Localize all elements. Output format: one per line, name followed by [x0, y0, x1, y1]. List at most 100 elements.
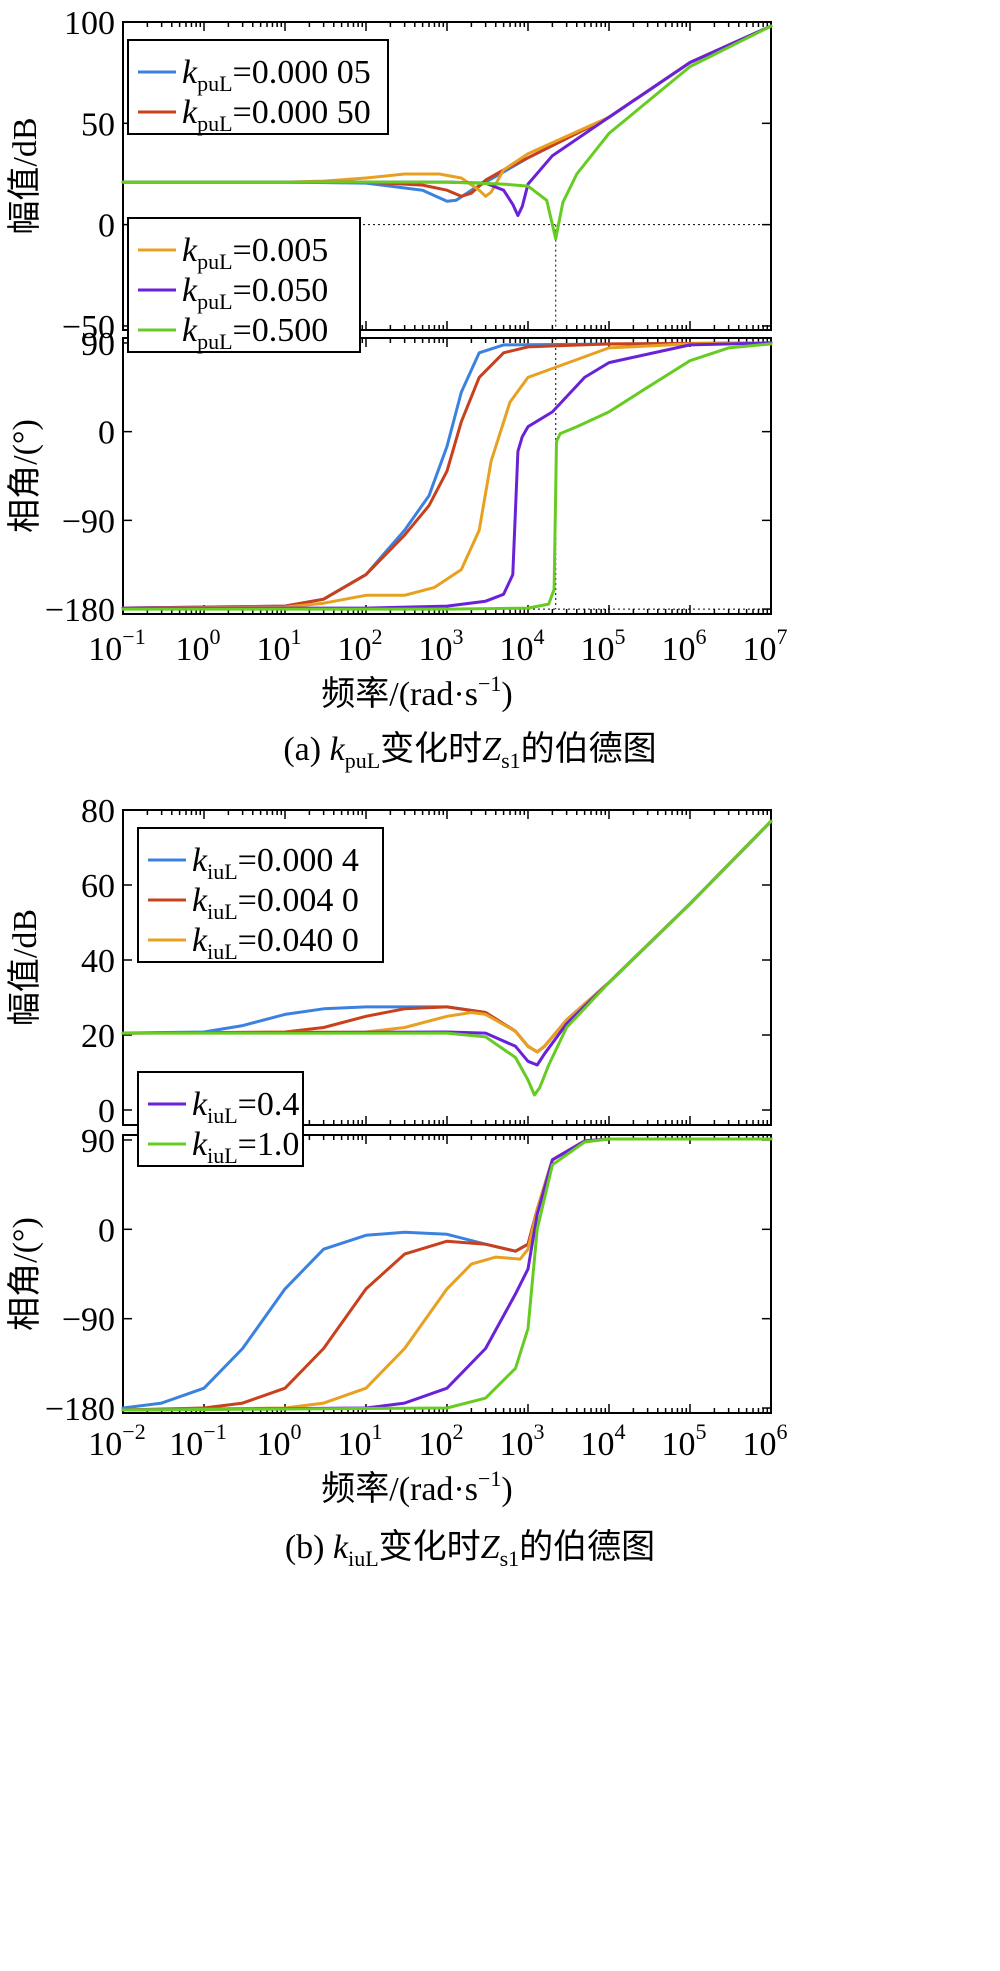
panel-caption: (a) kpuL变化时Zs1的伯德图: [283, 730, 656, 773]
legend-value: =0.005: [233, 232, 329, 269]
y-tick-label: 0: [98, 1093, 115, 1130]
legend-label: kpuL=0.050: [182, 272, 328, 314]
caption-z: Z: [482, 731, 502, 768]
legend-label: kpuL=0.500: [182, 312, 328, 354]
legend-k-sub: iuL: [207, 859, 238, 884]
legend-k-sub: iuL: [207, 939, 238, 964]
legend-k: k: [192, 882, 208, 919]
phase-curve-series-1: [121, 341, 773, 610]
y-tick-label: 0: [98, 415, 115, 452]
phase-axes-a: 90 0 −90 −180 相角/(°): [6, 326, 772, 629]
legend-value: =0.040 0: [238, 922, 359, 959]
x-axis-title: 频率/(rad·s−1): [321, 671, 513, 713]
legend-k-sub: iuL: [207, 1143, 238, 1168]
x-tick-label: 103: [500, 1419, 545, 1463]
y-tick-label: 0: [98, 208, 115, 245]
legend-label: kiuL=1.0: [192, 1126, 299, 1168]
x-tick-exponent: 6: [777, 1419, 788, 1444]
x-tick-label: 104: [581, 1419, 626, 1463]
x-tick-label: 103: [419, 624, 464, 668]
x-tick-exponent: 6: [696, 624, 707, 649]
phase-axis-title: 相角/(°): [6, 1217, 44, 1331]
caption-z: Z: [481, 1529, 501, 1566]
magnitude-curve-series-5: [121, 819, 773, 1097]
x-tick-base: 10: [500, 631, 534, 668]
legend-label: kiuL=0.4: [192, 1086, 299, 1128]
x-tick-label: 107: [743, 624, 788, 668]
x-tick-base: 10: [338, 631, 372, 668]
x-axis-title: 频率/(rad·s−1): [321, 1466, 513, 1508]
x-tick-base: 10: [581, 1426, 615, 1463]
y-tick-label: 90: [81, 1123, 115, 1160]
x-tick-exponent: −1: [122, 624, 145, 649]
x-tick-exponent: 1: [291, 624, 302, 649]
legend-label: kiuL=0.000 4: [192, 842, 359, 884]
phase-curve-series-2: [121, 341, 773, 610]
legend-label: kpuL=0.000 05: [182, 54, 371, 96]
x-tick-label: 104: [500, 624, 545, 668]
x-tick-base: 10: [88, 1426, 122, 1463]
x-tick-exponent: 7: [777, 624, 788, 649]
x-tick-exponent: 2: [372, 624, 383, 649]
legend-k-sub: iuL: [207, 1103, 238, 1128]
x-tick-base: 10: [419, 631, 453, 668]
phase-axes-b: 90 0 −90 −180 相角/(°): [6, 1123, 772, 1428]
legend-k-sub: puL: [197, 71, 232, 96]
caption-z-sub: s1: [500, 1546, 520, 1571]
y-tick-label: −90: [62, 503, 115, 540]
x-tick-label: 100: [176, 624, 221, 668]
x-tick-exponent: 1: [372, 1419, 383, 1444]
legend-label: kiuL=0.040 0: [192, 922, 359, 964]
caption-k-sub: iuL: [348, 1546, 379, 1571]
legend-value: =0.500: [233, 312, 329, 349]
caption-suffix: 的伯德图: [519, 1528, 655, 1566]
legend-label: kpuL=0.000 50: [182, 94, 371, 136]
x-tick-base: 10: [169, 1426, 203, 1463]
phase-curve-series-3: [121, 1137, 773, 1412]
y-tick-label: 50: [81, 106, 115, 143]
magnitude-axes-b: 80 60 40 20 0 幅值/dB: [6, 793, 772, 1130]
caption-mid: 变化时: [380, 730, 482, 768]
x-tick-base: 10: [743, 1426, 777, 1463]
phase-curve-series-1: [121, 1137, 773, 1410]
x-tick-exponent: −2: [122, 1419, 145, 1444]
x-tick-exponent: 4: [615, 1419, 626, 1444]
x-tick-label: 106: [743, 1419, 788, 1463]
y-tick-label: 100: [64, 5, 115, 42]
x-tick-exponent: 3: [453, 624, 464, 649]
x-tick-label: 101: [257, 624, 302, 668]
legend-value: =0.050: [233, 272, 329, 309]
magnitude-axes-a: 100 50 0 −50 幅值/dB: [6, 5, 772, 346]
y-tick-label: 40: [81, 943, 115, 980]
y-tick-label: 20: [81, 1018, 115, 1055]
x-tick-label: 105: [581, 624, 626, 668]
legend-value: =0.4: [238, 1086, 300, 1123]
x-tick-label: 10−1: [88, 624, 145, 668]
x-tick-label: 10−1: [169, 1419, 226, 1463]
y-tick-label: −180: [45, 592, 115, 629]
x-tick-base: 10: [743, 631, 777, 668]
phase-curve-series-5: [121, 1137, 773, 1412]
legend-k-sub: puL: [197, 289, 232, 314]
panel-caption: (b) kiuL变化时Zs1的伯德图: [285, 1528, 655, 1571]
x-tick-base: 10: [581, 631, 615, 668]
phase-curve-series-4: [121, 1137, 773, 1412]
x-tick-exponent: 0: [210, 624, 221, 649]
phase-curve-series-5: [121, 342, 773, 611]
legend-k-sub: iuL: [207, 899, 238, 924]
legend-k: k: [192, 1086, 208, 1123]
y-tick-label: 0: [98, 1212, 115, 1249]
x-tick-label: 105: [662, 1419, 707, 1463]
x-tick-base: 10: [338, 1426, 372, 1463]
caption-k: k: [333, 1529, 349, 1566]
caption-prefix: (a): [283, 731, 329, 768]
legend-value: =0.000 50: [233, 94, 371, 131]
x-axis-title-sup: −1: [478, 1466, 501, 1491]
x-tick-exponent: 3: [534, 1419, 545, 1444]
